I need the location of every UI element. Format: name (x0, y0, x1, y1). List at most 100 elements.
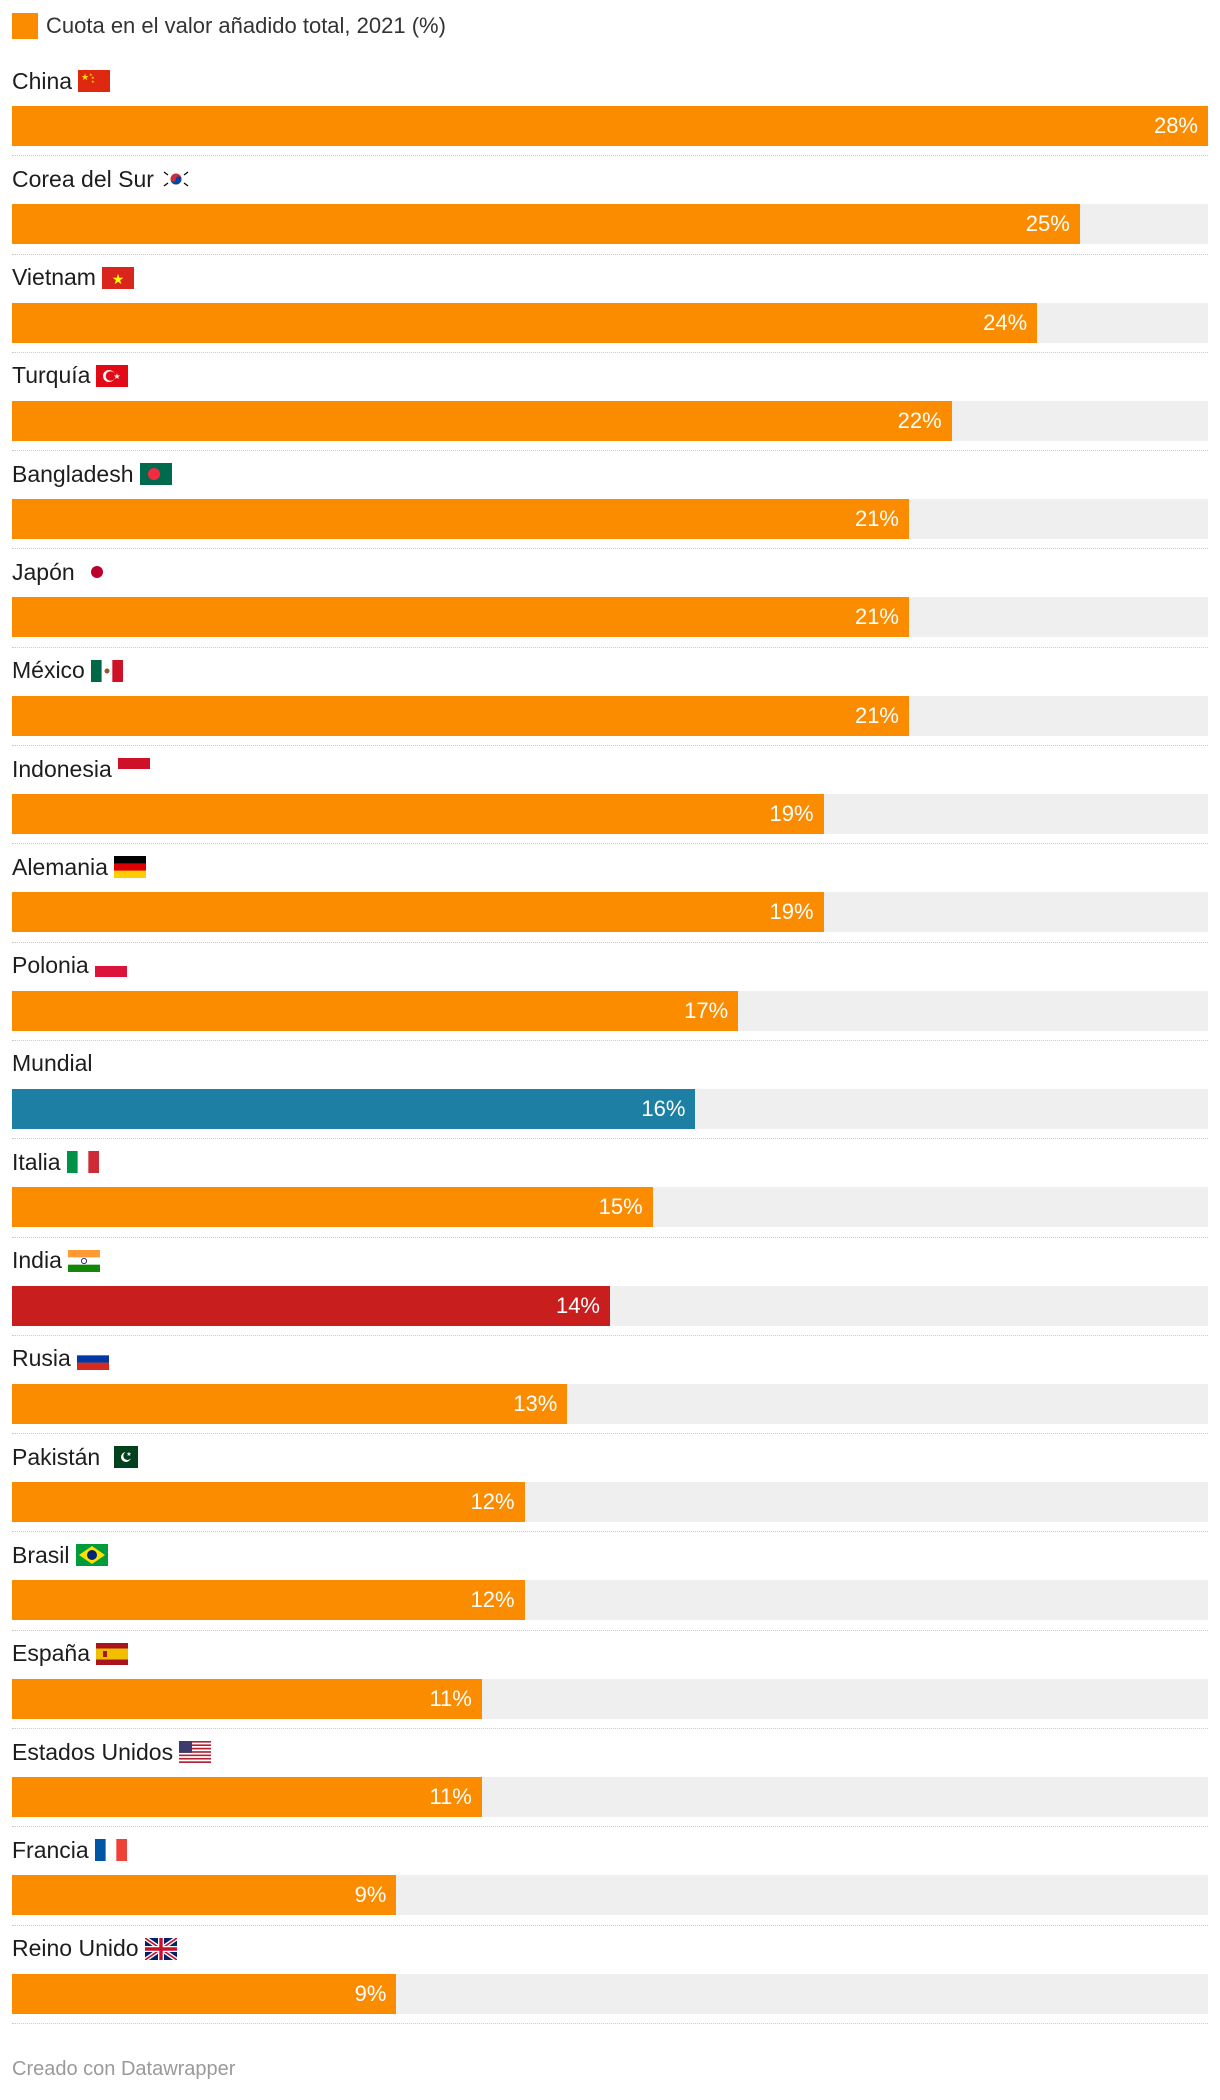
country-label: China (12, 67, 73, 94)
bar[interactable]: 11% (12, 1777, 482, 1818)
bar-row: México 21% (12, 648, 1208, 747)
bar[interactable]: 9% (12, 1875, 397, 1916)
row-label: Bangladesh (12, 457, 172, 491)
svg-text:★: ★ (127, 1451, 132, 1458)
row-label: España (12, 1637, 129, 1671)
bar-track: 24% (12, 302, 1208, 343)
bar-track: 12% (12, 1580, 1208, 1621)
bangladesh-flag-icon (139, 463, 172, 486)
svg-text:★: ★ (89, 72, 93, 77)
brazil-flag-icon (75, 1544, 108, 1567)
bar-row: Polonia 17% (12, 943, 1208, 1041)
bar[interactable]: 21% (12, 695, 909, 736)
turkey-flag-icon: ★ (96, 364, 129, 387)
svg-text:★: ★ (112, 271, 125, 287)
country-label: Bangladesh (12, 460, 134, 487)
bar-value-label: 9% (354, 1882, 387, 1908)
bar-value-label: 11% (429, 1784, 472, 1810)
country-label: Alemania (12, 853, 108, 880)
bar[interactable]: 21% (12, 597, 909, 638)
bar-value-label: 12% (470, 1489, 515, 1515)
bar-track: 11% (12, 1678, 1208, 1719)
bar[interactable]: 14% (12, 1285, 610, 1326)
bar-value-label: 13% (513, 1390, 558, 1416)
country-label: Francia (12, 1836, 89, 1863)
bar[interactable]: 24% (12, 302, 1038, 343)
bar-track: 21% (12, 499, 1208, 540)
bar-track: 9% (12, 1875, 1208, 1916)
bar-row: Italia 15% (12, 1139, 1208, 1238)
bar-row: Vietnam ★ 24% (12, 255, 1208, 353)
row-label: India (12, 1244, 100, 1278)
india-flag-icon (67, 1249, 100, 1272)
country-label: Indonesia (12, 755, 112, 782)
bar[interactable]: 19% (12, 794, 824, 835)
bar-track: 19% (12, 794, 1208, 835)
bar[interactable]: 21% (12, 499, 909, 540)
bar-row: Brasil 12% (12, 1532, 1208, 1631)
bar[interactable]: 12% (12, 1482, 525, 1523)
bar-value-label: 11% (429, 1685, 472, 1711)
bar-value-label: 15% (598, 1194, 643, 1220)
row-label: China ★ ★ ★ ★ (12, 64, 111, 98)
italy-flag-icon (66, 1151, 99, 1174)
bar[interactable]: 17% (12, 990, 739, 1031)
bar-row: Japón 21% (12, 549, 1208, 648)
row-label: México (12, 654, 124, 688)
bar[interactable]: 13% (12, 1383, 568, 1424)
bar[interactable]: 25% (12, 204, 1080, 245)
bar-row: China ★ ★ ★ ★ 28% (12, 58, 1208, 157)
bar-row: Alemania 19% (12, 844, 1208, 943)
bar-track: 28% (12, 106, 1208, 146)
france-flag-icon (94, 1839, 127, 1862)
bar-value-label: 21% (854, 506, 899, 532)
bar-row: Turquía ★ 22% (12, 353, 1208, 452)
bar-track: 21% (12, 695, 1208, 736)
japan-flag-icon (80, 561, 113, 584)
bar-row: Estados Unidos 11% (12, 1729, 1208, 1828)
bar-track: 22% (12, 400, 1208, 441)
bar[interactable]: 22% (12, 400, 952, 441)
row-label: Italia (12, 1145, 99, 1179)
bar-value-label: 28% (1153, 113, 1198, 138)
footer-credit[interactable]: Creado con Datawrapper (12, 2058, 236, 2080)
bar[interactable]: 15% (12, 1187, 653, 1228)
row-label: Corea del Sur (12, 162, 192, 196)
row-label: Alemania (12, 850, 146, 884)
country-label: Japón (12, 558, 75, 585)
country-label: Polonia (12, 952, 89, 979)
bar-value-label: 19% (769, 801, 814, 827)
china-flag-icon: ★ ★ ★ ★ (78, 70, 111, 92)
bar-value-label: 9% (354, 1980, 387, 2006)
bar-value-label: 14% (555, 1292, 600, 1318)
bar[interactable]: 19% (12, 892, 824, 933)
bar-track: 25% (12, 204, 1208, 245)
svg-text:★: ★ (91, 75, 95, 80)
bar-track: 21% (12, 597, 1208, 638)
country-label: Brasil (12, 1541, 70, 1568)
bar-value-label: 16% (641, 1095, 686, 1121)
bar-value-label: 25% (1025, 211, 1070, 237)
row-label: Japón (12, 555, 113, 589)
south-korea-flag-icon (159, 168, 192, 191)
svg-text:★: ★ (81, 72, 89, 82)
bar-value-label: 12% (470, 1587, 515, 1613)
bar-track: 17% (12, 990, 1208, 1031)
country-label: Mundial (12, 1050, 93, 1077)
bar-value-label: 24% (983, 309, 1028, 335)
bar-row: Bangladesh 21% (12, 451, 1208, 550)
bar-row: Corea del Sur 25% (12, 156, 1208, 255)
bar-row: Indonesia 19% (12, 746, 1208, 845)
russia-flag-icon (76, 1347, 109, 1371)
bar-value-label: 19% (769, 899, 814, 925)
bar-row: Pakistán ★ 12% (12, 1434, 1208, 1533)
country-label: Turquía (12, 362, 91, 389)
bar[interactable]: 9% (12, 1973, 397, 2014)
bar[interactable]: 12% (12, 1580, 525, 1621)
spain-flag-icon (96, 1642, 129, 1665)
row-label: Brasil (12, 1538, 108, 1572)
bar[interactable]: 28% (12, 106, 1208, 146)
bar[interactable]: 16% (12, 1088, 696, 1129)
bar[interactable]: 11% (12, 1678, 482, 1719)
country-label: Estados Unidos (12, 1738, 174, 1765)
